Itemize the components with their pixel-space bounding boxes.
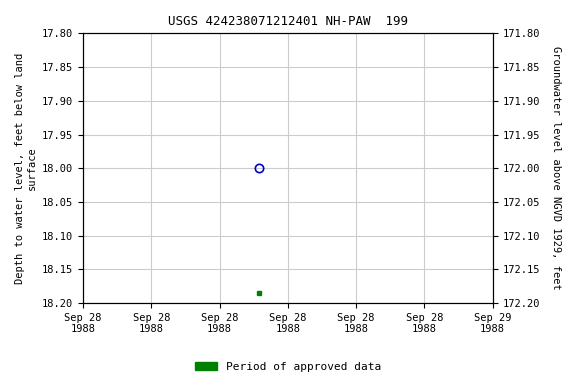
Y-axis label: Depth to water level, feet below land
surface: Depth to water level, feet below land su… <box>15 53 37 284</box>
Legend: Period of approved data: Period of approved data <box>191 358 385 377</box>
Y-axis label: Groundwater level above NGVD 1929, feet: Groundwater level above NGVD 1929, feet <box>551 46 561 290</box>
Title: USGS 424238071212401 NH-PAW  199: USGS 424238071212401 NH-PAW 199 <box>168 15 408 28</box>
